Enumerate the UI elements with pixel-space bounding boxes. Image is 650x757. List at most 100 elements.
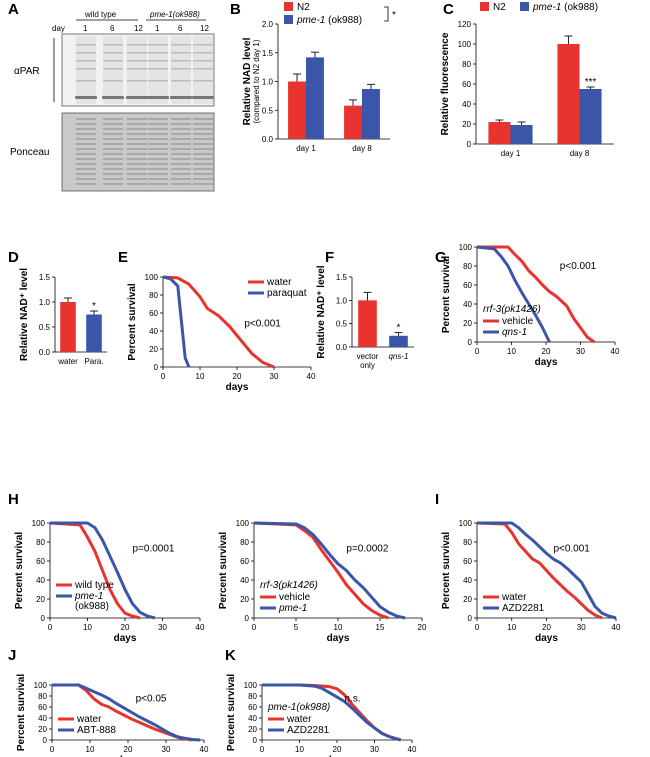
legend-label: pme-1 — [278, 603, 307, 614]
blot-band-faint — [76, 52, 96, 54]
x-axis-label: days — [326, 755, 349, 757]
ponceau-band — [193, 163, 213, 165]
ponceau-band — [171, 123, 191, 125]
blot-lane — [76, 36, 96, 104]
y-axis-label: Percent survival — [14, 532, 25, 609]
x-tick-label: 40 — [408, 745, 417, 754]
p-value-label: p=0.0002 — [346, 544, 388, 555]
blot-band-faint — [148, 60, 168, 62]
ponceau-band — [148, 118, 168, 120]
y-tick-label: 0.0 — [262, 135, 274, 144]
ponceau-band — [76, 168, 96, 170]
legend-title: rrf-3(pk1426) — [483, 304, 541, 315]
x-category-label: day 1 — [296, 144, 316, 153]
x-tick-label: 30 — [370, 745, 379, 754]
legend-swatch-red — [480, 2, 489, 11]
y-tick-label: 100 — [32, 519, 46, 528]
panel-a-blot: wild type pme-1(ok988) day 1 6 12 1 6 12 αPAR… — [10, 10, 215, 192]
ponceau-band — [148, 148, 168, 150]
blot-band-faint — [193, 52, 213, 54]
y-tick-label: 0.5 — [262, 106, 274, 115]
ponceau-band — [171, 163, 191, 165]
ponceau-band — [103, 158, 123, 160]
y-tick-label: 20 — [463, 595, 472, 604]
chart-h2: 0 20 40 60 80 100 0 5 10 15 20 days Percent survival… — [218, 519, 427, 644]
y-tick-label: 20 — [38, 725, 47, 734]
x-tick-label: 30 — [158, 623, 167, 632]
blot-band-faint — [127, 80, 147, 82]
x-tick-label: 0 — [48, 623, 53, 632]
chart-k: 0 20 40 60 80 100 0 10 20 30 40 days Percent surviva… — [226, 674, 417, 757]
chart-f: 0.0 0.5 1.0 1.5 Relative NAD⁺ level vectoronl… — [316, 265, 414, 370]
blot-band-faint — [171, 52, 191, 54]
ponceau-band — [148, 158, 168, 160]
ponceau-band — [193, 148, 213, 150]
blot-band — [75, 96, 97, 99]
legend-label: water — [76, 714, 102, 725]
ponceau-band — [76, 143, 96, 145]
x-tick-label: 30 — [162, 745, 171, 754]
blot-band-faint — [127, 68, 147, 70]
ponceau-band — [171, 158, 191, 160]
ponceau-band — [127, 168, 147, 170]
ponceau-band — [76, 158, 96, 160]
blot-lane — [103, 36, 123, 104]
x-tick-label: 10 — [86, 745, 95, 754]
bar-red — [488, 122, 511, 144]
legend-label: N2 — [297, 2, 310, 13]
ponceau-band — [127, 123, 147, 125]
ponceau-band — [171, 173, 191, 175]
legend-label: vehicle — [279, 592, 311, 603]
blot-band-faint — [193, 60, 213, 62]
x-tick-label: 40 — [307, 372, 316, 381]
y-tick-label: 100 — [34, 681, 48, 690]
ponceau-band — [103, 168, 123, 170]
blot-band-faint — [127, 52, 147, 54]
ponceau-band — [76, 148, 96, 150]
chart-h1: 0 20 40 60 80 100 0 10 20 30 40 days Percent surviva… — [14, 519, 205, 644]
series-line-red — [476, 521, 603, 620]
y-tick-label: 100 — [236, 519, 250, 528]
x-category-label: vector — [357, 352, 379, 361]
bar-blue — [579, 89, 602, 144]
blot-band-faint — [148, 52, 168, 54]
x-tick-label: 0 — [260, 745, 265, 754]
blot-day-labels: 1 6 12 1 6 12 — [83, 24, 209, 33]
x-tick-label: 30 — [576, 347, 585, 356]
y-tick-label: 60 — [248, 703, 257, 712]
ponceau-band — [171, 183, 191, 185]
ponceau-band — [76, 133, 96, 135]
y-tick-label: 1.5 — [336, 273, 348, 282]
blot-band-faint — [103, 80, 123, 82]
y-axis-label: Relative NAD⁺ level — [316, 265, 327, 358]
p-value-label: p<0.05 — [136, 694, 167, 705]
y-tick-label: 0.5 — [39, 323, 51, 332]
y-tick-label: 2.0 — [262, 20, 274, 29]
y-tick-label: 0.0 — [336, 343, 348, 352]
legend-label: water — [286, 714, 312, 725]
y-tick-label: 100 — [458, 40, 472, 49]
ponceau-band — [76, 118, 96, 120]
ponceau-band — [76, 128, 96, 130]
blot-ponceau-lanes — [76, 118, 213, 185]
ponceau-band — [193, 153, 213, 155]
y-axis-label: Percent survival — [218, 532, 229, 609]
ponceau-band — [193, 118, 213, 120]
ponceau-band — [76, 123, 96, 125]
ponceau-band — [127, 173, 147, 175]
legend-title: pme-1(ok988) — [267, 702, 330, 713]
ponceau-band — [127, 178, 147, 180]
blot-band-faint — [193, 80, 213, 82]
blot-band — [102, 96, 124, 99]
legend-label: pme-1 (ok988) — [296, 15, 362, 26]
series-line-red — [253, 521, 389, 620]
y-tick-label: 80 — [149, 291, 158, 300]
ponceau-band — [103, 173, 123, 175]
bar-red — [557, 44, 580, 144]
blot-lane — [127, 36, 147, 104]
series-line-red — [162, 275, 275, 369]
x-tick-label: 40 — [196, 623, 205, 632]
ponceau-band — [103, 178, 123, 180]
legend-label: AZD2281 — [502, 603, 545, 614]
x-tick-label: 20 — [124, 745, 133, 754]
